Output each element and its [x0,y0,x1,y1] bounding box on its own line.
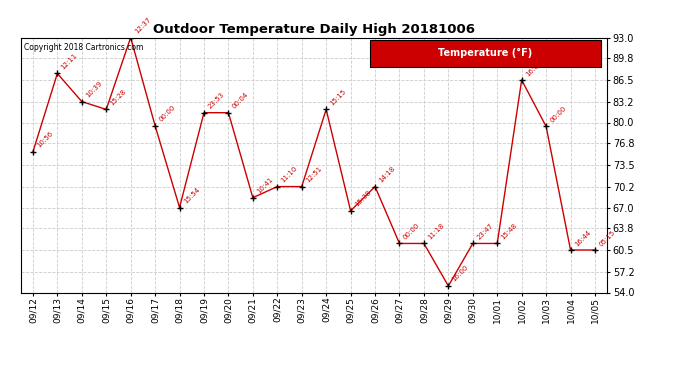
Text: 16:08: 16:08 [524,58,543,77]
Text: 12:11: 12:11 [60,52,79,70]
Text: 12:37: 12:37 [133,16,152,35]
Text: 15:48: 15:48 [500,222,518,241]
Text: 00:04: 00:04 [231,92,250,110]
Text: Temperature (°F): Temperature (°F) [438,48,533,58]
Text: 10:39: 10:39 [85,80,104,99]
Text: 00:00: 00:00 [549,105,568,124]
Text: Copyright 2018 Cartronics.com: Copyright 2018 Cartronics.com [23,43,143,52]
FancyBboxPatch shape [370,40,602,67]
Text: 11:18: 11:18 [426,222,445,241]
Text: 14:18: 14:18 [378,165,396,184]
Text: 00:00: 00:00 [158,104,177,123]
Text: 00:00: 00:00 [402,222,421,241]
Text: 12:51: 12:51 [304,165,323,184]
Text: 23:47: 23:47 [475,222,494,241]
Title: Outdoor Temperature Daily High 20181006: Outdoor Temperature Daily High 20181006 [153,23,475,36]
Text: 10:56: 10:56 [36,130,55,149]
Text: 23:53: 23:53 [207,92,225,110]
Text: 10:41: 10:41 [255,176,274,195]
Text: 15:28: 15:28 [109,88,128,106]
Text: 15:54: 15:54 [182,186,201,205]
Text: 16:44: 16:44 [573,229,592,247]
Text: 05:15: 05:15 [598,229,616,247]
Text: 16:00: 16:00 [451,264,470,283]
Text: 15:38: 15:38 [353,189,372,208]
Text: 11:10: 11:10 [280,165,299,184]
Text: 15:15: 15:15 [329,88,348,106]
